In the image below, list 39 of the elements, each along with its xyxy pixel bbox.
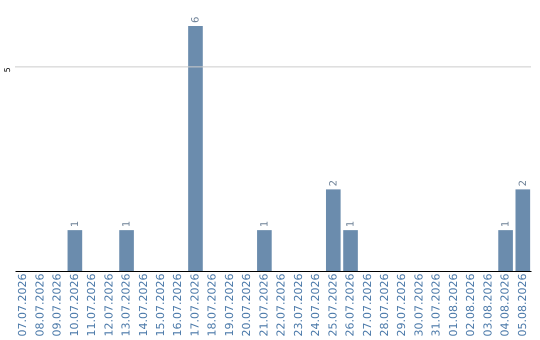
data-label: 6 (190, 16, 202, 23)
x-tick-label: 26.07.2026 (344, 274, 357, 336)
x-tick-label: 31.07.2026 (430, 274, 443, 336)
data-label: 1 (346, 220, 357, 228)
x-tick-label: 21.07.2026 (257, 274, 270, 336)
x-tick-label: 28.07.2026 (378, 274, 391, 336)
x-tick-label: 22.07.2026 (274, 274, 288, 336)
x-tick-label: 03.08.2026 (481, 274, 494, 336)
x-tick-label: 13.07.2026 (120, 274, 133, 336)
x-tick-label: 02.08.2026 (464, 274, 478, 336)
data-label: 2 (328, 180, 340, 186)
x-tick-label: 24.07.2026 (309, 274, 322, 336)
x-tick-label: 12.07.2026 (102, 274, 116, 336)
x-tick-label: 10.07.2026 (68, 274, 81, 336)
x-tick-label: 27.07.2026 (360, 274, 374, 336)
x-tick-label: 30.07.2026 (412, 274, 426, 336)
x-tick-label: 09.07.2026 (50, 274, 64, 336)
ref-line-label: 5 (3, 67, 12, 72)
x-tick-label: 16.07.2026 (171, 274, 184, 336)
x-tick-label: 23.07.2026 (292, 274, 305, 336)
x-tick-label: 18.07.2026 (206, 274, 219, 336)
x-tick-label: 11.07.2026 (85, 274, 98, 336)
x-tick-label: 07.07.2026 (16, 274, 30, 336)
x-tick-label: 20.07.2026 (240, 274, 254, 336)
x-tick-label: 01.08.2026 (446, 274, 460, 336)
x-tick-label: 25.07.2026 (326, 274, 340, 336)
x-tick-label: 05.08.2026 (516, 274, 529, 336)
data-label: 1 (70, 220, 81, 228)
x-tick-label: 08.07.2026 (33, 274, 46, 336)
data-label: 1 (259, 220, 270, 228)
data-label: 2 (518, 180, 529, 186)
x-tick-label: 29.07.2026 (395, 274, 408, 336)
data-label: 1 (500, 220, 512, 228)
x-tick-label: 14.07.2026 (136, 274, 150, 336)
data-label: 1 (122, 220, 133, 228)
x-tick-label: 17.07.2026 (188, 274, 202, 336)
x-tick-label: 19.07.2026 (222, 274, 236, 336)
x-tick-label: 15.07.2026 (154, 274, 168, 336)
x-tick-label: 04.08.2026 (498, 274, 512, 336)
